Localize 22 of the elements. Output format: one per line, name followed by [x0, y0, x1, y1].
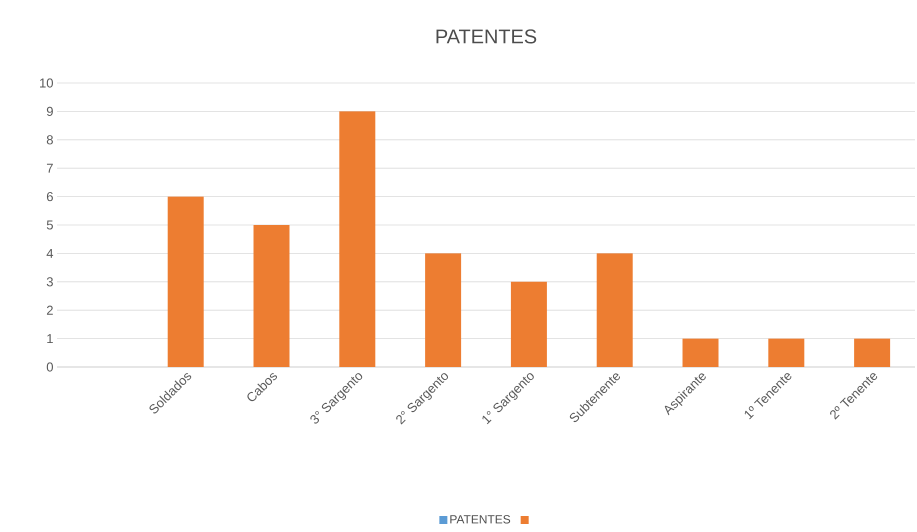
y-tick-label: 2 — [46, 306, 53, 315]
y-tick-label: 0 — [46, 362, 53, 372]
bar — [425, 253, 462, 367]
bar — [254, 225, 290, 367]
chart-title: PATENTES — [436, 29, 536, 44]
legend-label: PATENTES — [450, 515, 510, 524]
y-tick-label: 4 — [46, 248, 54, 258]
y-tick-label: 3 — [46, 277, 53, 286]
y-tick-label: 8 — [46, 135, 53, 144]
bar — [168, 196, 204, 367]
y-tick-label: 5 — [46, 220, 53, 230]
y-tick-label: 6 — [46, 192, 53, 202]
y-tick-label: 9 — [46, 106, 53, 116]
bar — [510, 282, 547, 367]
bar — [339, 111, 376, 367]
y-tick-label: 7 — [46, 164, 53, 173]
bar — [854, 338, 890, 367]
y-tick-label: 1 — [47, 334, 53, 344]
bar — [768, 338, 804, 367]
bar — [596, 253, 633, 367]
bar — [682, 338, 719, 367]
y-tick-label: 10 — [40, 78, 53, 88]
